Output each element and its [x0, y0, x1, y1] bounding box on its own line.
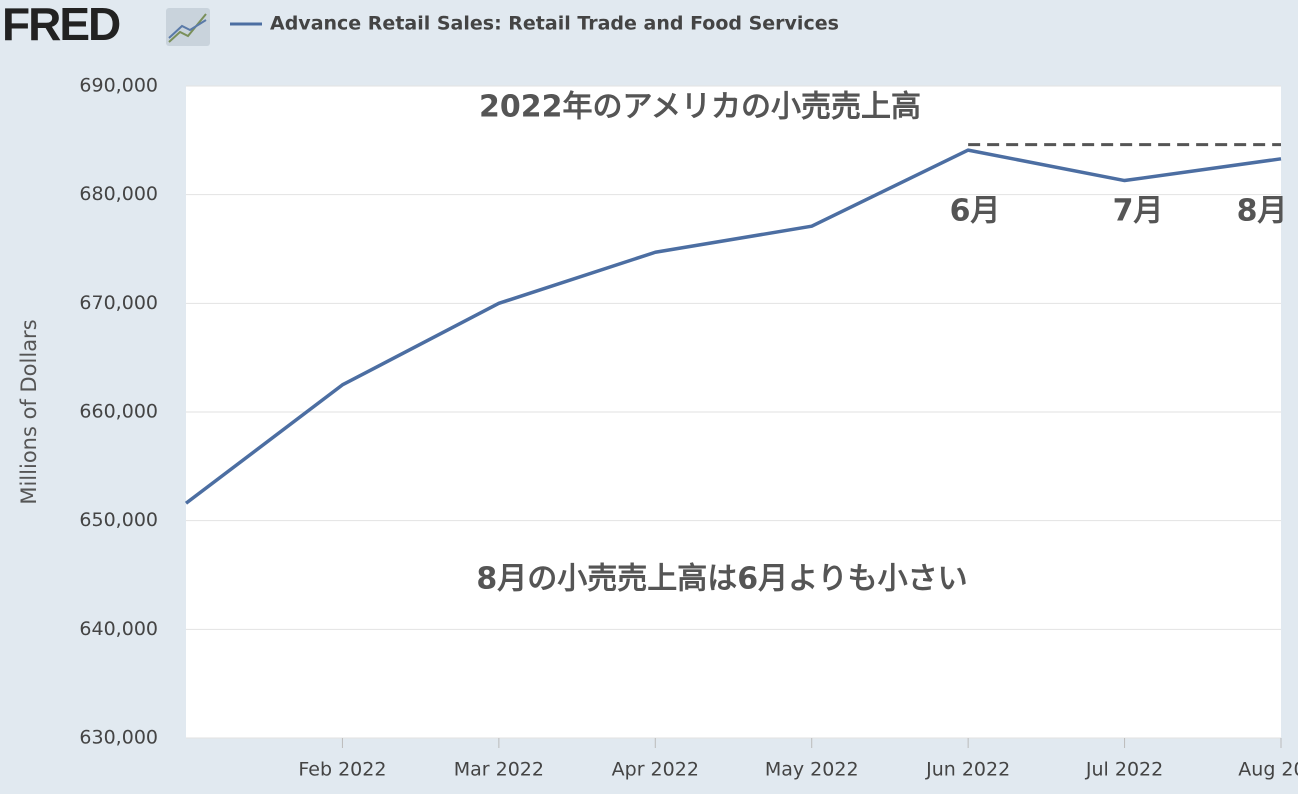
x-tick-label: Feb 2022 — [298, 759, 386, 781]
y-tick-label: 650,000 — [79, 509, 158, 531]
annotation: 8月 — [1237, 194, 1288, 229]
y-tick-label: 640,000 — [79, 618, 158, 640]
annotation: 7月 — [1113, 194, 1164, 229]
x-tick-label: Apr 2022 — [612, 759, 699, 781]
y-tick-label: 680,000 — [79, 183, 158, 205]
annotation: 6月 — [950, 194, 1001, 229]
x-tick-label: May 2022 — [765, 759, 859, 781]
y-axis-label: Millions of Dollars — [17, 319, 41, 504]
annotation: 8月の小売売上高は6月よりも小さい — [476, 562, 967, 597]
x-tick-label: Aug 20... — [1238, 759, 1298, 781]
annotation: 2022年のアメリカの小売売上高 — [479, 90, 921, 125]
x-tick-label: Jul 2022 — [1085, 759, 1163, 781]
x-tick-label: Mar 2022 — [454, 759, 544, 781]
logo[interactable]: FRED — [2, 0, 122, 50]
legend-label[interactable]: Advance Retail Sales: Retail Trade and F… — [270, 13, 839, 35]
y-tick-label: 660,000 — [79, 401, 158, 423]
y-tick-label: 670,000 — [79, 292, 158, 314]
x-tick-label: Jun 2022 — [925, 759, 1010, 781]
y-tick-label: 690,000 — [79, 75, 158, 97]
y-tick-label: 630,000 — [79, 727, 158, 749]
logo-icon — [166, 8, 210, 46]
data-line — [184, 148, 1282, 505]
